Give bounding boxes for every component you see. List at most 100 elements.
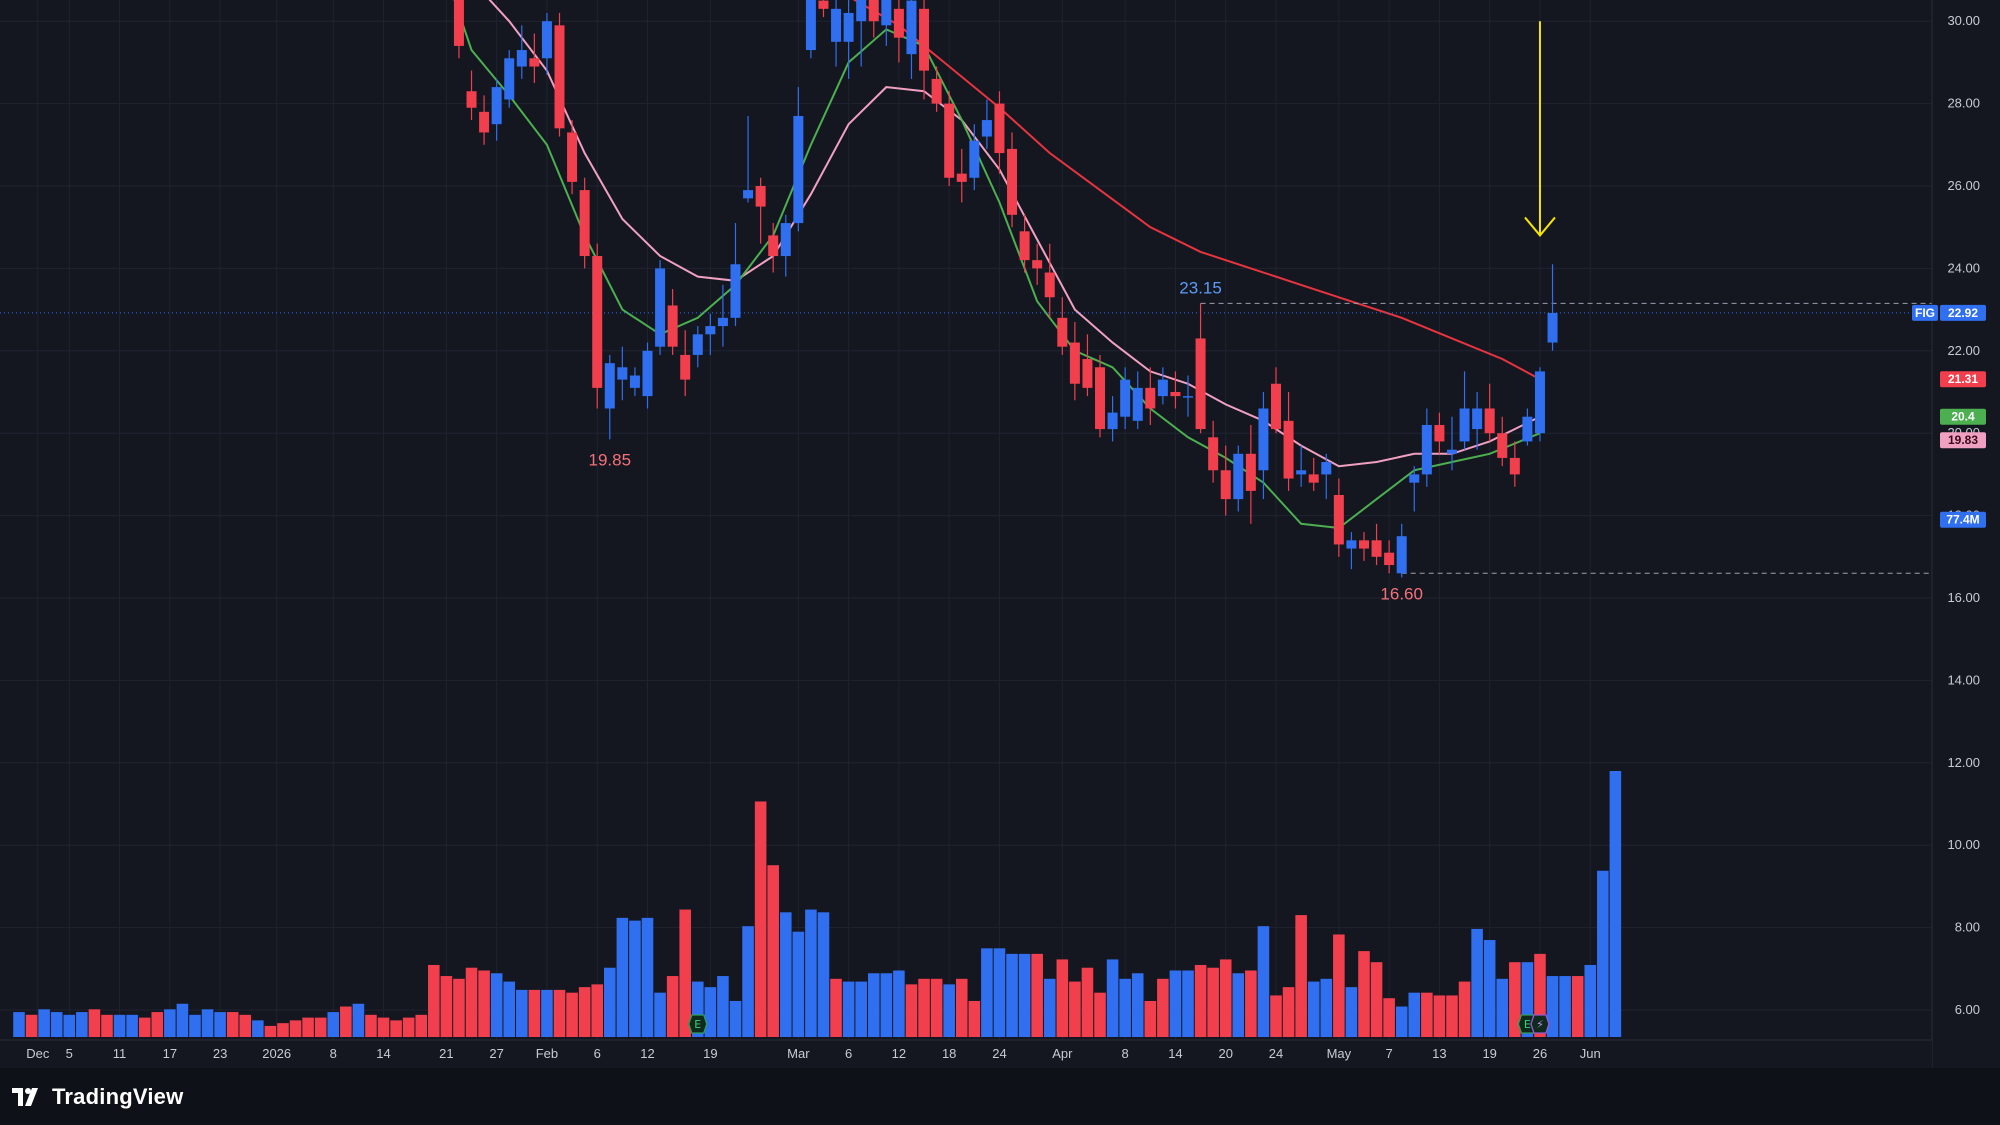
candle-body[interactable]	[1321, 462, 1332, 475]
candle-body[interactable]	[1409, 474, 1420, 483]
candle-body[interactable]	[981, 120, 992, 137]
time-axis[interactable]: Dec 5 11 17 23 2026 8 14 21 27 Feb 6 12 19 Mar 6 12 18 24 A…	[26, 1046, 1600, 1061]
candle-body[interactable]	[1095, 367, 1106, 430]
candle-body[interactable]	[1082, 359, 1093, 388]
tradingview-brand[interactable]: TradingView	[12, 1082, 183, 1112]
volume-bar	[654, 992, 666, 1037]
candle-body[interactable]	[604, 363, 615, 409]
candle-body[interactable]	[1019, 231, 1030, 261]
candle-body[interactable]	[1007, 148, 1018, 215]
candle-body[interactable]	[730, 264, 741, 318]
candle-body[interactable]	[655, 268, 666, 347]
candle-body[interactable]	[592, 256, 603, 388]
candle-body[interactable]	[818, 0, 829, 9]
candle-body[interactable]	[705, 326, 716, 335]
candle-body[interactable]	[1233, 453, 1244, 500]
candle-body[interactable]	[1107, 412, 1118, 430]
candle-body[interactable]	[856, 0, 867, 22]
candle-body[interactable]	[1459, 408, 1470, 442]
candle-body[interactable]	[717, 317, 728, 327]
price-tag-box	[1940, 511, 1986, 528]
candle-body[interactable]	[944, 103, 955, 178]
volume-bar	[1584, 964, 1597, 1037]
candle-body[interactable]	[1183, 396, 1194, 398]
candle-body[interactable]	[1333, 495, 1344, 545]
candle-body[interactable]	[893, 8, 904, 38]
candle-body[interactable]	[831, 8, 842, 42]
candle-body[interactable]	[617, 367, 628, 380]
candle-body[interactable]	[692, 334, 703, 355]
candle-body[interactable]	[1534, 371, 1545, 434]
candle-body[interactable]	[1308, 474, 1319, 483]
candle-body[interactable]	[1283, 420, 1294, 479]
lightning-icon[interactable]: ⚡	[1530, 1014, 1550, 1034]
candle-body[interactable]	[541, 21, 552, 59]
candle-body[interactable]	[1509, 457, 1520, 475]
candle-body[interactable]	[629, 375, 640, 388]
candle-body[interactable]	[768, 235, 779, 257]
candle-body[interactable]	[667, 305, 678, 347]
candle-body[interactable]	[567, 132, 578, 182]
candle-body[interactable]	[1358, 540, 1369, 549]
candle-body[interactable]	[1271, 383, 1281, 430]
candle-body[interactable]	[1346, 540, 1357, 549]
candle-body[interactable]	[1371, 540, 1382, 557]
earnings-icon[interactable]: E	[688, 1014, 708, 1034]
candle-body[interactable]	[642, 350, 653, 397]
candle-body[interactable]	[1245, 453, 1256, 491]
candle-body[interactable]	[755, 186, 766, 207]
candle-body[interactable]	[453, 0, 464, 46]
candle-body[interactable]	[743, 190, 754, 199]
event-markers[interactable]: E E ⚡	[688, 1014, 1550, 1034]
candle-body[interactable]	[793, 115, 804, 224]
candle-body[interactable]	[1170, 392, 1181, 397]
volume-bar	[1509, 962, 1521, 1037]
candle-body[interactable]	[1258, 408, 1269, 471]
candle-body[interactable]	[1208, 437, 1219, 471]
candle-body[interactable]	[1057, 317, 1068, 347]
candle-body[interactable]	[516, 50, 527, 67]
candle-body[interactable]	[1384, 552, 1395, 566]
candle-body[interactable]	[994, 103, 1005, 154]
candle-body[interactable]	[956, 173, 967, 182]
candle-body[interactable]	[843, 12, 854, 42]
candle-body[interactable]	[529, 58, 540, 67]
candle-body[interactable]	[554, 25, 565, 129]
candle-body[interactable]	[1157, 379, 1168, 397]
candle-body[interactable]	[466, 91, 477, 108]
candle-body[interactable]	[1396, 536, 1407, 574]
candle-body[interactable]	[881, 0, 892, 26]
candle-body[interactable]	[1120, 379, 1131, 417]
candle-body[interactable]	[1472, 408, 1483, 430]
candle-body[interactable]	[579, 190, 590, 257]
candle-body[interactable]	[1195, 338, 1206, 430]
candle-body[interactable]	[1132, 387, 1143, 421]
candle-body[interactable]	[1044, 272, 1055, 298]
candle-body[interactable]	[931, 78, 942, 104]
candle-body[interactable]	[906, 0, 917, 55]
candle-body[interactable]	[1434, 424, 1445, 442]
candle-body[interactable]	[1220, 470, 1231, 500]
candle-body[interactable]	[504, 58, 515, 100]
candle-body[interactable]	[1296, 470, 1307, 475]
candle-body[interactable]	[680, 354, 691, 380]
candle-body[interactable]	[868, 0, 879, 22]
candle-body[interactable]	[1547, 312, 1558, 343]
candle-body[interactable]	[479, 111, 490, 133]
candle-body[interactable]	[491, 87, 502, 125]
candle-body[interactable]	[1069, 342, 1080, 384]
candle-body[interactable]	[780, 223, 791, 257]
candle-body[interactable]	[1032, 260, 1043, 269]
candle-body[interactable]	[969, 140, 980, 178]
candle-body[interactable]	[919, 8, 930, 71]
candle-body[interactable]	[1145, 387, 1156, 409]
candle-body[interactable]	[1522, 416, 1533, 442]
candle-body[interactable]	[805, 0, 816, 51]
candle-body[interactable]	[1446, 449, 1457, 454]
candle-body[interactable]	[1421, 424, 1432, 475]
candle-body[interactable]	[1484, 408, 1495, 434]
candles[interactable]	[14, 0, 1558, 578]
candle-body[interactable]	[1497, 433, 1508, 458]
